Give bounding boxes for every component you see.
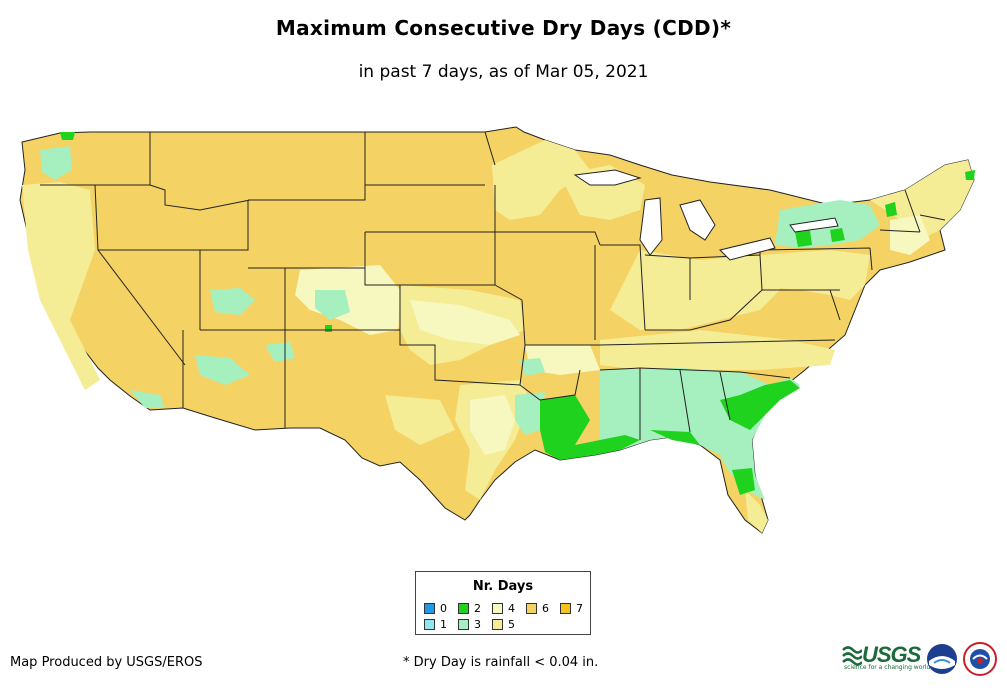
- legend-item-7: 7: [560, 603, 583, 615]
- usgs-tagline: science for a changing world: [844, 664, 931, 671]
- legend-swatch-3: [458, 619, 469, 630]
- legend-swatch-5: [492, 619, 503, 630]
- map-title: Maximum Consecutive Dry Days (CDD)*: [275, 16, 732, 40]
- legend-swatch-6: [526, 603, 537, 614]
- legend-item-2: 2: [458, 603, 481, 615]
- legend-swatch-1: [424, 619, 435, 630]
- noaa-logo-icon: [927, 644, 957, 674]
- legend-label-3: 3: [474, 618, 481, 631]
- nws-logo-icon: [963, 642, 997, 676]
- legend-item-1: 1: [424, 619, 447, 631]
- legend-item-6: 6: [526, 603, 549, 615]
- legend-item-4: 4: [492, 603, 515, 615]
- legend: Nr. Days 0 1 2 3 4 5 6 7: [415, 571, 591, 635]
- legend-swatch-7: [560, 603, 571, 614]
- great-lakes: [573, 169, 839, 261]
- legend-label-6: 6: [542, 602, 549, 615]
- legend-label-7: 7: [576, 602, 583, 615]
- legend-label-4: 4: [508, 602, 515, 615]
- region-4-days: [295, 215, 930, 455]
- legend-item-0: 0: [424, 603, 447, 615]
- usgs-wordmark: USGS: [862, 642, 921, 667]
- legend-label-5: 5: [508, 618, 515, 631]
- legend-title: Nr. Days: [472, 579, 534, 594]
- state-borders: [40, 131, 946, 440]
- legend-item-5: 5: [492, 619, 515, 631]
- map-subtitle: in past 7 days, as of Mar 05, 2021: [358, 62, 649, 82]
- legend-item-3: 3: [458, 619, 481, 631]
- usgs-waves-icon: [842, 646, 862, 666]
- legend-swatch-4: [492, 603, 503, 614]
- legend-label-1: 1: [440, 618, 447, 631]
- legend-swatch-0: [424, 603, 435, 614]
- usgs-logo: USGS science for a changing world: [842, 642, 930, 672]
- footnote: * Dry Day is rainfall < 0.04 in.: [403, 655, 599, 670]
- us-map: [19, 126, 975, 534]
- legend-label-0: 0: [440, 602, 447, 615]
- map-credit: Map Produced by USGS/EROS: [10, 655, 203, 670]
- legend-label-2: 2: [474, 602, 481, 615]
- legend-swatch-2: [458, 603, 469, 614]
